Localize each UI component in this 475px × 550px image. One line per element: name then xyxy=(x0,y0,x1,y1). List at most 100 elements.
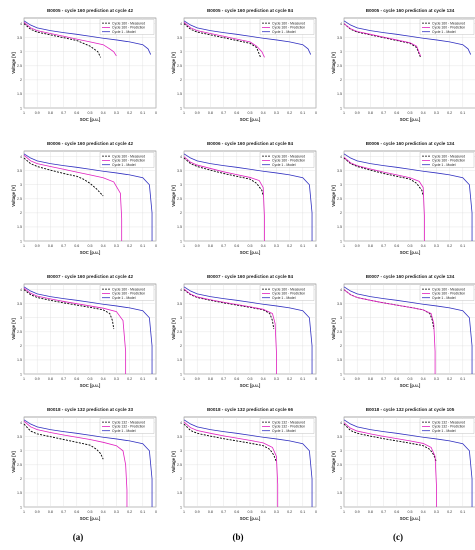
x-tick-label: 0.4 xyxy=(101,111,106,115)
y-tick-label: 1.5 xyxy=(177,225,182,229)
legend-label: Cycle 1 - Model xyxy=(112,429,136,433)
x-tick-label: 0.7 xyxy=(381,510,386,514)
series-line-measured xyxy=(23,423,104,460)
x-tick-label: 0.9 xyxy=(35,510,40,514)
y-tick-label: 1 xyxy=(340,239,342,243)
series-line-measured xyxy=(343,423,437,463)
chart-panel-1: 1 0.9 0.8 0.7 0.6 0.5 0.4 0.3 0.2 0.1 0 1 1.5 2 2.5 3 3.… xyxy=(11,8,157,122)
legend-label: Cycle 1 - Model xyxy=(272,30,296,34)
y-tick-label: 2 xyxy=(340,344,342,348)
y-tick-label: 3.5 xyxy=(337,169,342,173)
x-tick-label: 0.2 xyxy=(127,510,132,514)
x-tick-label: 0.7 xyxy=(61,111,66,115)
x-axis-label: SOC [p.u.] xyxy=(400,117,421,122)
series-line-model xyxy=(343,153,473,241)
x-tick-label: 1 xyxy=(343,510,345,514)
y-tick-label: 2 xyxy=(180,477,182,481)
y-tick-label: 1.5 xyxy=(17,491,22,495)
series-line-model xyxy=(23,286,153,374)
x-tick-label: 0.5 xyxy=(248,377,253,381)
x-tick-label: 0 xyxy=(315,377,317,381)
x-tick-label: 0.6 xyxy=(394,510,399,514)
x-tick-label: 0.3 xyxy=(434,111,439,115)
y-tick-label: 1.5 xyxy=(17,225,22,229)
x-tick-label: 0.6 xyxy=(234,111,239,115)
y-tick-label: 2.5 xyxy=(177,330,182,334)
chart-panel-3: 10.90.80.70.60.50.40.30.20.1011.522.533.… xyxy=(331,8,475,122)
chart-panel-2: 1 0.9 0.8 0.7 0.6 0.5 0.4 0.3 0.2 0.1 0 1 1.5 2 2.5 3 3.… xyxy=(171,8,317,122)
x-tick-label: 0.7 xyxy=(221,244,226,248)
x-tick-label: 0.8 xyxy=(368,244,373,248)
x-tick-label: 0.8 xyxy=(208,377,213,381)
x-tick-label: 1 xyxy=(23,244,25,248)
x-tick-label: 0.3 xyxy=(114,510,119,514)
legend-label: Cycle 1 - Model xyxy=(112,296,136,300)
y-tick-label: 2.5 xyxy=(337,197,342,201)
legend-box xyxy=(419,418,475,434)
legend-box xyxy=(419,285,475,301)
x-tick-label: 0.2 xyxy=(287,510,292,514)
series-line-measured xyxy=(343,289,435,330)
x-tick-label: 0 xyxy=(315,111,317,115)
y-tick-label: 2.5 xyxy=(177,197,182,201)
x-tick-label: 0.7 xyxy=(61,244,66,248)
legend-box xyxy=(259,418,315,434)
x-tick-label: 0.7 xyxy=(61,377,66,381)
x-tick-label: 1 xyxy=(343,377,345,381)
x-tick-label: 0.5 xyxy=(88,244,93,248)
x-axis-label: SOC [p.u.] xyxy=(240,516,261,521)
x-axis-label: SOC [p.u.] xyxy=(80,250,101,255)
x-tick-label: 0.6 xyxy=(74,510,79,514)
x-tick-label: 0.5 xyxy=(88,111,93,115)
series-line-prediction xyxy=(183,421,279,507)
x-tick-label: 0.7 xyxy=(221,510,226,514)
x-tick-label: 0.1 xyxy=(300,510,305,514)
x-tick-label: 0.3 xyxy=(434,244,439,248)
y-tick-label: 1 xyxy=(180,372,182,376)
y-tick-label: 2 xyxy=(340,211,342,215)
chart-title: B0006 - cycle 160 prediction at cycle 84 xyxy=(207,141,293,146)
x-tick-label: 0.7 xyxy=(61,510,66,514)
y-axis-label: Voltage [V] xyxy=(331,318,336,340)
x-tick-label: 0.9 xyxy=(35,377,40,381)
x-tick-label: 0.8 xyxy=(368,510,373,514)
x-tick-label: 0.8 xyxy=(368,111,373,115)
y-tick-label: 2 xyxy=(340,78,342,82)
y-tick-label: 4 xyxy=(340,421,342,425)
x-tick-label: 0.7 xyxy=(381,111,386,115)
x-tick-label: 0.1 xyxy=(300,111,305,115)
y-axis-label: Voltage [V] xyxy=(11,185,16,207)
legend-label: Cycle 160 - Prediction xyxy=(432,26,465,30)
x-tick-label: 0.4 xyxy=(261,510,266,514)
series-line-measured xyxy=(23,157,104,197)
legend-label: Cycle 1 - Model xyxy=(432,30,456,34)
x-tick-label: 1 xyxy=(183,377,185,381)
y-tick-label: 3 xyxy=(340,449,342,453)
chart-panel-4: 1 0.9 0.8 0.7 0.6 0.5 0.4 0.3 0.2 0.1 0 1 1.5 2 2.5 3 3.… xyxy=(11,141,157,255)
x-tick-label: 0.1 xyxy=(460,510,465,514)
y-axis-label: Voltage [V] xyxy=(11,451,16,473)
y-tick-label: 3.5 xyxy=(17,435,22,439)
y-axis-label: Voltage [V] xyxy=(11,318,16,340)
y-tick-label: 3.5 xyxy=(17,302,22,306)
x-tick-label: 0.5 xyxy=(408,510,413,514)
x-tick-label: 0.6 xyxy=(394,244,399,248)
x-tick-label: 0.3 xyxy=(274,510,279,514)
x-axis-label: SOC [p.u.] xyxy=(400,250,421,255)
x-tick-label: 0.8 xyxy=(368,377,373,381)
y-tick-label: 3 xyxy=(180,316,182,320)
x-tick-label: 0.7 xyxy=(381,244,386,248)
y-tick-label: 3.5 xyxy=(177,36,182,40)
y-tick-label: 3.5 xyxy=(177,435,182,439)
x-tick-label: 0.6 xyxy=(74,111,79,115)
x-tick-label: 1 xyxy=(23,510,25,514)
y-tick-label: 1.5 xyxy=(337,358,342,362)
x-tick-label: 1 xyxy=(343,111,345,115)
y-tick-label: 3 xyxy=(20,50,22,54)
x-tick-label: 0.2 xyxy=(127,244,132,248)
y-axis-label: Voltage [V] xyxy=(331,451,336,473)
x-tick-label: 0.3 xyxy=(434,510,439,514)
series-line-prediction xyxy=(343,289,436,374)
x-tick-label: 0.4 xyxy=(421,111,426,115)
